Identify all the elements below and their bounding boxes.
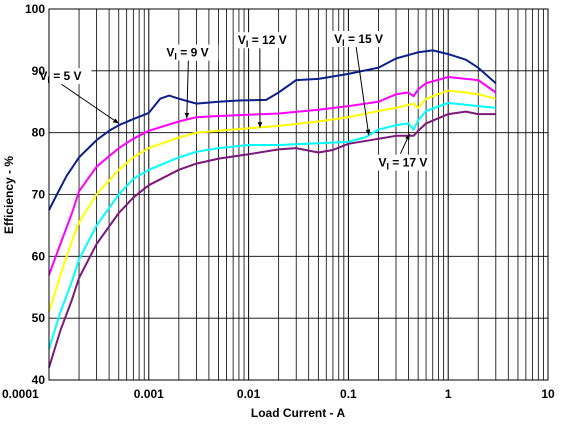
x-tick-label: 0.0001 <box>2 387 39 401</box>
x-tick-label: 0.1 <box>340 387 357 401</box>
annotation-label-backdrop <box>332 31 387 48</box>
series-label-4: VI = 15 V <box>334 32 383 48</box>
series-line-4 <box>48 102 496 350</box>
x-tick-label: 0.001 <box>134 387 164 401</box>
y-tick-label: 90 <box>32 64 46 78</box>
annotation-arrow-head <box>405 133 410 140</box>
y-tick-label: 100 <box>25 2 45 16</box>
y-axis-label: Efficiency - % <box>2 156 16 234</box>
y-tick-labels: 40 50 60 70 80 90 100 <box>25 2 45 387</box>
plot-frame <box>48 8 549 381</box>
series-label-2: VI = 9 V <box>166 46 208 62</box>
x-tick-labels: 0.0001 0.001 0.01 0.1 1 10 <box>2 387 555 401</box>
annotation-arrow-line <box>186 60 189 119</box>
annotations: VI = 5 V VI = 9 V VI = 12 V VI = 15 V VI = 1… <box>37 31 431 172</box>
series-line-5 <box>48 110 496 368</box>
annotation-arrow-head <box>112 118 119 124</box>
x-tick-label: 1 <box>445 387 452 401</box>
x-axis-label: Load Current - A <box>251 406 346 420</box>
annotation-arrow-head <box>257 122 263 128</box>
grid <box>48 8 548 381</box>
x-tick-label: 0.01 <box>237 387 261 401</box>
annotation-label-backdrop <box>37 68 92 85</box>
series-line-3 <box>48 89 497 313</box>
y-tick-label: 50 <box>32 311 46 325</box>
series-label-5: VI = 17 V <box>378 156 427 172</box>
annotation-arrow-head <box>184 112 190 119</box>
annotation-arrow-line <box>355 46 370 136</box>
series-group <box>48 49 497 368</box>
y-tick-label: 70 <box>32 188 46 202</box>
annotation-label-backdrop <box>376 154 431 171</box>
annotation-label-backdrop <box>164 44 219 61</box>
x-tick-label: 10 <box>541 387 555 401</box>
y-tick-label: 60 <box>32 249 46 263</box>
annotation-arrow-head <box>365 129 371 136</box>
y-tick-label: 40 <box>32 373 46 387</box>
annotation-label-backdrop <box>235 32 290 49</box>
series-label-1: VI = 5 V <box>39 69 81 85</box>
annotation-arrow-line <box>61 83 120 124</box>
series-label-3: VI = 12 V <box>238 33 287 49</box>
series-line-2 <box>48 76 497 276</box>
series-line-1 <box>48 49 497 211</box>
y-tick-label: 80 <box>32 126 46 140</box>
